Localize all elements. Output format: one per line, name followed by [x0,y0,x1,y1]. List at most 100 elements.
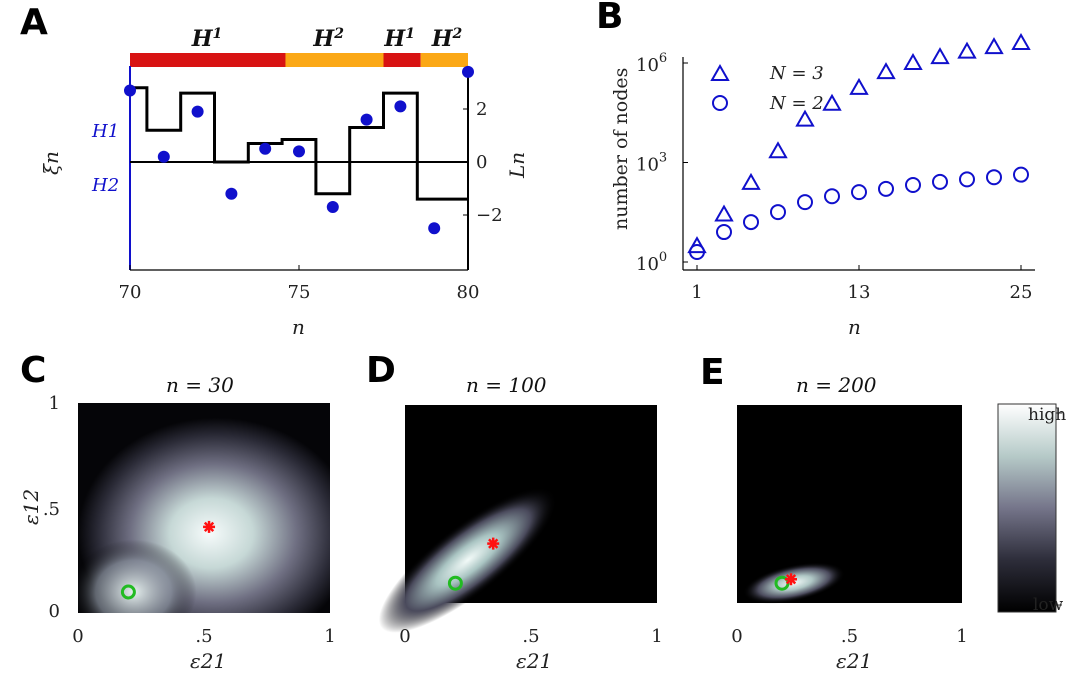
x-tick-label: 0 [399,626,410,647]
panel-d-heatmap: n = 100 0.5 1 ε21 [378,373,663,673]
data-point [428,222,441,235]
circle-marker [770,204,786,221]
y-tick-label: .5 [43,499,60,520]
x-tick-label: 75 [288,282,311,303]
band-segment-2 [285,53,384,67]
red-star-stroke [785,574,797,585]
heatmap-field [378,487,558,633]
band-label-4: H2 [431,26,463,52]
y-tick-exponent: 0 [659,250,667,265]
circle-marker [959,171,975,188]
y-tick-label: 100 [636,250,667,275]
data-point [191,105,204,118]
title: n = 100 [466,373,547,397]
x-tick-label: 13 [848,282,871,303]
circle-marker [986,169,1002,186]
circle-marker [851,184,867,201]
x-axis-label: n [292,315,305,339]
data-point [326,201,339,214]
circle-marker [878,180,894,197]
band-segment-1 [130,53,286,67]
circle-marker [716,224,732,241]
y-tick-label: 103 [636,151,667,176]
panel-c-letter: C [20,350,46,391]
triangle-marker [903,52,923,70]
title: n = 30 [166,373,234,397]
panel-b-chart: 100 103 106 1 13 25 N = 3 N = 2 number of nod… [610,33,1035,339]
band-label-superscript: 1 [405,26,415,42]
band-label-superscript: 1 [213,26,223,42]
left-tick-h1: H1 [91,121,119,142]
panel-b-letter: B [596,0,623,37]
panel-d-letter: D [366,350,396,391]
triangle-marker [930,47,950,65]
series-markers [687,33,1031,261]
x-tick-label: .5 [522,626,539,647]
x-axis-label: ε21 [836,649,872,673]
colorbar [997,403,1057,613]
triangle-marker [1011,33,1031,51]
data-point [225,187,238,200]
band-label-superscript: 2 [452,26,463,42]
x-tick-labels: 0.5 1 [399,626,662,647]
data-point [157,150,170,163]
panel-e-letter: E [700,352,725,393]
panel-a-chart: H1 H2 H1 H2 70 75 80 2 0 −2 H1 H2 ξn Ln n [39,26,529,339]
green-circle-marker [120,584,136,600]
x-tick-label: 1 [651,626,662,647]
markers [120,520,216,600]
band-segment-3 [383,53,421,67]
y-axis-right-label: Ln [505,152,529,179]
band-label-1: H1 [191,26,223,52]
panel-e-heatmap: n = 200 0.5 1 ε21 high low [731,373,1066,673]
heatmap-field-secondary [78,403,330,613]
markers [447,537,500,591]
x-axis-label: ε21 [516,649,552,673]
y-tick-label: 106 [636,51,667,76]
x-tick-label: 70 [119,282,142,303]
triangle-marker [876,62,896,80]
legend-label-n2: N = 2 [769,93,824,114]
x-axis-label: n [848,315,861,339]
x-tick-labels: 0.5 1 [731,626,967,647]
green-circle-marker [447,575,463,591]
band-label-superscript: 2 [333,26,344,42]
circle-marker [743,214,759,231]
triangle-marker [795,109,815,127]
x-tick-label: 0 [72,626,83,647]
x-axis-label: ε21 [190,649,226,673]
panel-a-letter: A [20,2,48,43]
y-axis-left-label: ξn [39,151,63,175]
red-star-stroke [488,538,499,549]
circle-marker [689,244,705,261]
triangle-marker [849,77,869,95]
band-segments [130,53,468,67]
y-tick-exponent: 6 [659,51,667,66]
circle-marker [1013,166,1029,183]
legend: N = 3 N = 2 [710,63,824,114]
title: n = 200 [796,373,877,397]
band-label-3: H1 [383,26,415,52]
data-point [394,100,407,113]
x-tick-label: .5 [841,626,858,647]
step-line [130,86,468,201]
x-tick-label: .5 [195,626,212,647]
x-tick-label: 80 [457,282,480,303]
x-tick-label: 1 [691,282,702,303]
circle-marker [797,194,813,211]
markers [774,573,797,591]
data-points [124,65,474,235]
circle-marker [905,176,921,193]
triangle-marker [822,93,842,111]
data-point [360,113,373,126]
triangle-marker [957,41,977,59]
x-tick-labels: 0.5 1 [72,626,335,647]
circle-marker [932,173,948,190]
colorbar-high-label: high [1028,405,1066,425]
x-tick-label: 25 [1010,282,1033,303]
triangle-marker [741,172,761,190]
data-point [462,65,474,78]
right-tick-label: −2 [476,205,503,226]
panel-c-heatmap: n = 30 1.50 0.5 1 ε12 ε21 [19,373,336,673]
